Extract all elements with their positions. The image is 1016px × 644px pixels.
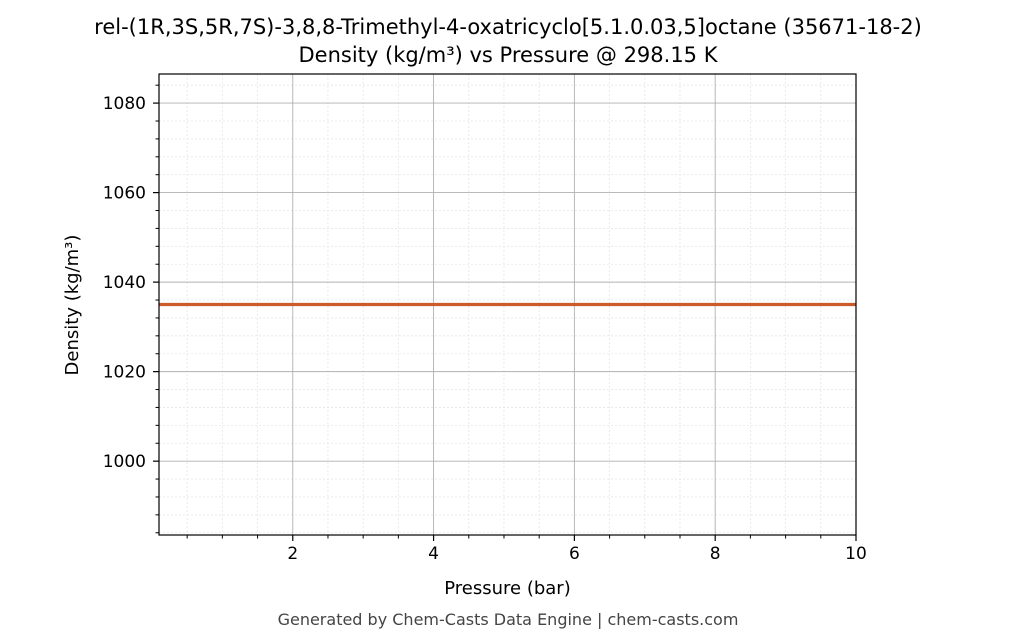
x-axis: 2 4 6 8 10 bbox=[186, 535, 867, 564]
minor-grid bbox=[159, 74, 856, 535]
y-axis-label: Density (kg/m³) bbox=[62, 235, 83, 376]
x-tick-label: 4 bbox=[428, 544, 439, 564]
chart-title: rel-(1R,3S,5R,7S)-3,8,8-Trimethyl-4-oxat… bbox=[94, 15, 922, 39]
y-axis: 1000 1020 1040 1060 1080 bbox=[103, 84, 159, 534]
y-tick-label: 1000 bbox=[103, 452, 146, 472]
y-tick-label: 1020 bbox=[103, 363, 146, 383]
x-axis-label: Pressure (bar) bbox=[444, 578, 570, 599]
y-tick-label: 1080 bbox=[103, 94, 146, 114]
x-tick-label: 2 bbox=[287, 544, 298, 564]
x-tick-label: 6 bbox=[569, 544, 580, 564]
plot-frame bbox=[158, 73, 857, 536]
y-tick-label: 1040 bbox=[103, 273, 146, 293]
x-tick-label: 10 bbox=[845, 544, 867, 564]
footer-credit: Generated by Chem-Casts Data Engine | ch… bbox=[278, 610, 739, 629]
y-tick-label: 1060 bbox=[103, 184, 146, 204]
x-tick-label: 8 bbox=[710, 544, 721, 564]
chart-subtitle: Density (kg/m³) vs Pressure @ 298.15 K bbox=[298, 43, 718, 67]
major-grid bbox=[159, 74, 856, 535]
